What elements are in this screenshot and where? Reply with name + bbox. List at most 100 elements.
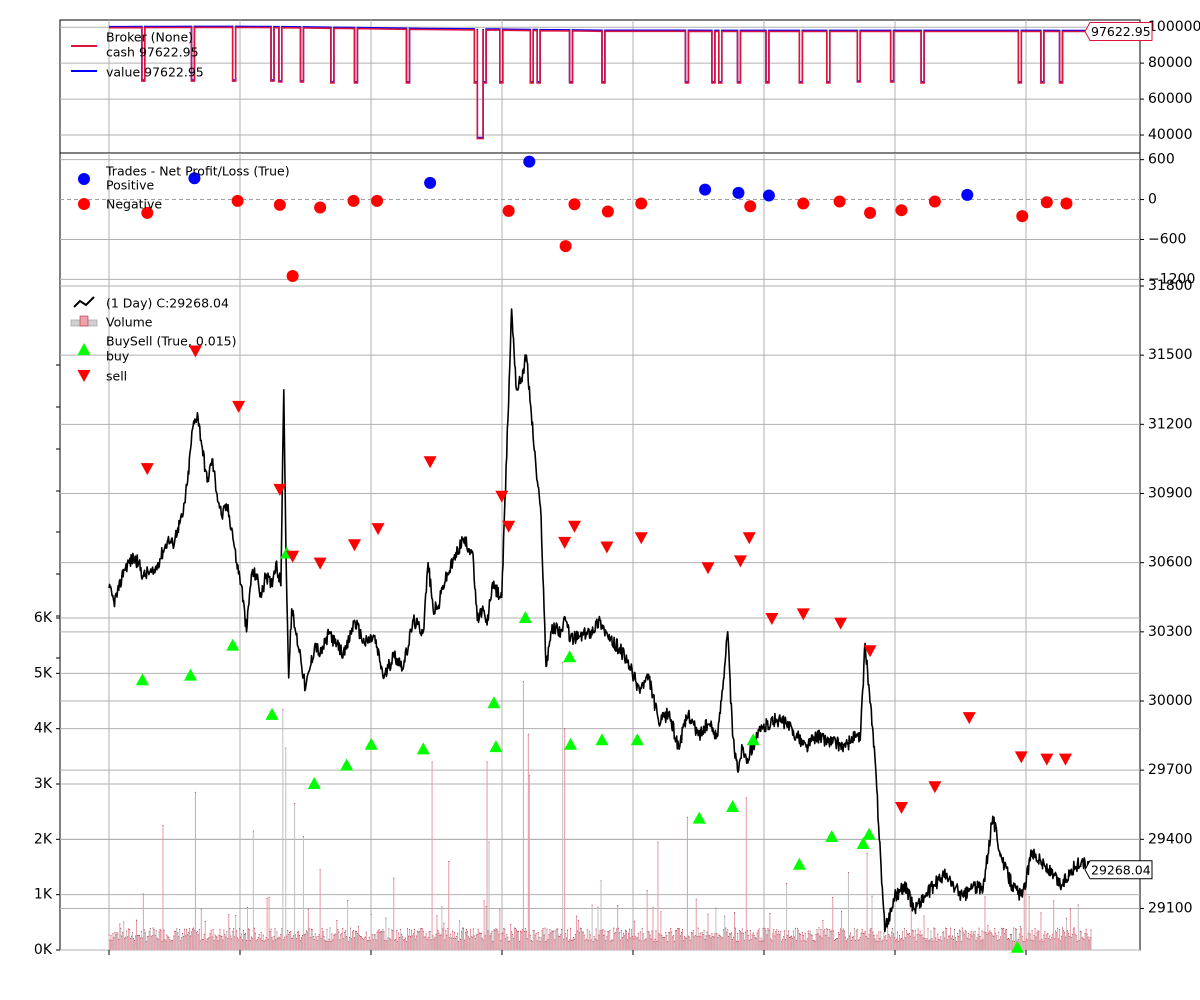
volume-bar <box>416 931 418 950</box>
volume-bar <box>1049 936 1051 950</box>
buy-marker <box>364 737 378 750</box>
volume-bar <box>274 928 276 950</box>
volume-bar <box>288 934 290 950</box>
volume-bar <box>1069 909 1071 950</box>
volume-bar <box>645 939 647 950</box>
volume-bar <box>208 937 210 950</box>
volume-bar <box>593 936 595 950</box>
volume-bar <box>726 932 728 950</box>
volume-bar <box>149 928 151 950</box>
volume-bar <box>595 928 597 950</box>
volume-bar <box>1071 934 1073 950</box>
buy-marker <box>856 836 870 849</box>
volume-bar <box>329 927 331 950</box>
volume-bar <box>156 938 158 950</box>
volume-bar <box>996 935 998 950</box>
volume-bar <box>1064 937 1066 950</box>
volume-bar <box>345 930 347 950</box>
volume-bar <box>1037 930 1039 950</box>
volume-bar <box>467 936 469 950</box>
volume-bar <box>517 931 519 950</box>
volume-bar <box>258 934 260 950</box>
volume-bar <box>305 930 307 950</box>
volume-bar <box>752 932 754 950</box>
volume-bar <box>184 929 186 950</box>
volume-bar <box>864 931 866 950</box>
volume-bar <box>778 931 780 950</box>
volume-bar <box>262 934 264 950</box>
volume-bar <box>738 930 740 950</box>
volume-bar <box>602 929 604 950</box>
volume-bar <box>589 934 591 950</box>
sell-marker <box>1058 753 1072 766</box>
volume-bar <box>141 937 143 950</box>
volume-bar <box>335 933 337 950</box>
volume-bar <box>698 936 700 950</box>
volume-bar <box>474 938 476 950</box>
volume-bar <box>665 932 667 950</box>
volume-bar <box>122 932 124 950</box>
volume-bar <box>410 930 412 950</box>
volume-bar <box>190 935 192 950</box>
volume-bar <box>828 937 830 950</box>
volume-bar <box>1030 940 1032 950</box>
negative-trade-point <box>141 206 154 219</box>
volume-bar <box>513 938 515 950</box>
volume-bar <box>897 931 899 950</box>
volume-bar <box>1078 940 1080 950</box>
volume-bar <box>735 928 737 950</box>
volume-bar <box>836 938 838 950</box>
volume-bar <box>1050 939 1052 950</box>
volume-bar <box>651 931 653 950</box>
volume-bar <box>1089 937 1091 950</box>
y-tick-label: 6K <box>34 610 53 626</box>
volume-bar <box>464 932 466 950</box>
volume-bar <box>642 933 644 950</box>
volume-bar <box>704 939 706 950</box>
volume-bar <box>849 933 851 950</box>
volume-bar <box>537 932 539 950</box>
volume-bar <box>635 938 637 950</box>
volume-bar <box>190 931 192 950</box>
volume-bar <box>250 936 252 950</box>
volume-bar <box>328 939 330 950</box>
volume-bar <box>457 933 459 950</box>
volume-bar <box>142 893 144 950</box>
volume-bar <box>349 937 351 950</box>
volume-bar <box>294 803 296 950</box>
volume-bar <box>244 934 246 950</box>
volume-bar <box>417 932 419 950</box>
volume-bar <box>1044 931 1046 950</box>
volume-bar <box>682 940 684 950</box>
volume-bar <box>177 932 179 950</box>
volume-bar <box>787 935 789 950</box>
volume-bar <box>229 928 231 950</box>
volume-bar <box>238 939 240 950</box>
volume-bar <box>687 936 689 950</box>
volume-bar <box>1019 926 1021 950</box>
y-tick-label: 40000 <box>1148 127 1193 143</box>
volume-bar <box>386 940 388 950</box>
y-tick-label: −1200 <box>1148 271 1195 287</box>
volume-bar <box>135 920 137 950</box>
sell-marker <box>273 483 287 496</box>
volume-bar <box>118 939 120 950</box>
volume-bar <box>912 931 914 950</box>
volume-bar <box>792 930 794 950</box>
volume-bar <box>356 933 358 950</box>
volume-bar <box>332 940 334 950</box>
volume-bar <box>453 938 455 950</box>
volume-bar <box>1023 889 1025 950</box>
volume-bar <box>215 936 217 950</box>
volume-bar <box>796 928 798 950</box>
value-legend-label: value 97622.95 <box>106 65 204 80</box>
volume-bar <box>130 938 132 950</box>
volume-bar <box>414 939 416 950</box>
volume-bar <box>801 932 803 950</box>
volume-bar <box>782 939 784 950</box>
volume-bar <box>550 932 552 950</box>
volume-bar <box>605 940 607 950</box>
volume-bar <box>581 932 583 950</box>
buy-marker <box>792 857 806 870</box>
broker-legend-title: Broker (None) <box>106 30 193 45</box>
